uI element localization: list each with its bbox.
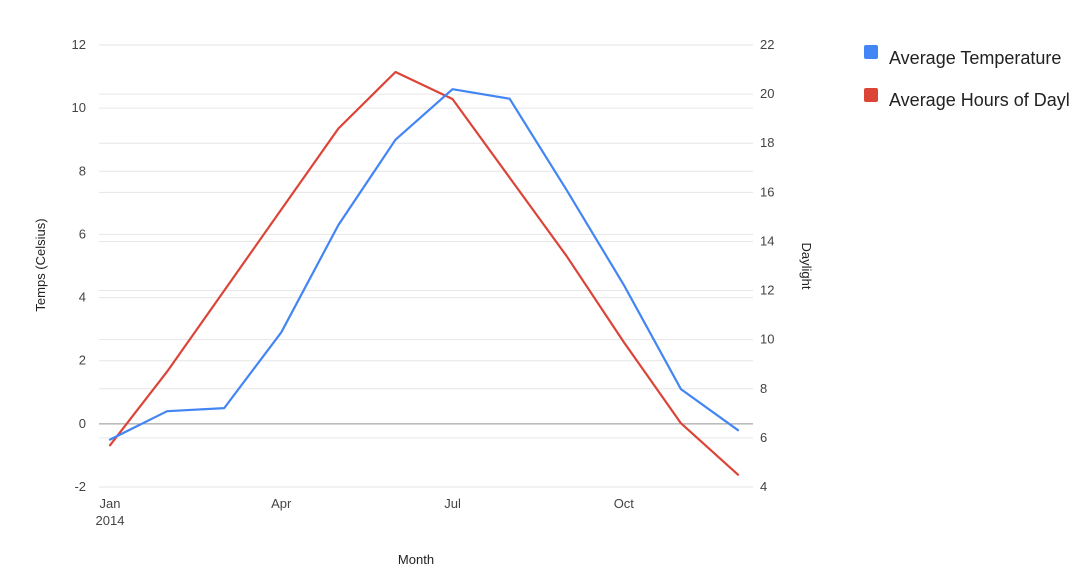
right-axis-ticks: 4 6 8 10 12 14 16 18 20 22 — [760, 37, 774, 494]
legend-label-temperature: Average Temperature — [889, 48, 1061, 68]
left-tick-label: 4 — [79, 290, 86, 305]
x-tick-label: Jul — [444, 496, 461, 511]
left-tick-label: 10 — [72, 100, 86, 115]
right-tick-label: 10 — [760, 332, 774, 347]
left-tick-label: 12 — [72, 37, 86, 52]
series-line-temperature — [108, 88, 740, 441]
left-axis-title: Temps (Celsius) — [33, 218, 48, 311]
legend-swatch-temperature — [864, 45, 878, 59]
right-tick-label: 4 — [760, 479, 767, 494]
right-tick-label: 20 — [760, 86, 774, 101]
legend-swatch-daylight — [864, 88, 878, 102]
left-axis-ticks: -2 0 2 4 6 8 10 12 — [72, 37, 86, 494]
right-tick-label: 6 — [760, 430, 767, 445]
series-line-daylight — [108, 70, 740, 476]
right-tick-label: 18 — [760, 135, 774, 150]
gridlines — [99, 44, 753, 488]
legend-item-temperature[interactable]: Average Temperature — [864, 45, 1061, 68]
x-axis-title: Month — [398, 552, 434, 567]
left-tick-label: 2 — [79, 353, 86, 368]
left-tick-label: 8 — [79, 163, 86, 178]
left-tick-label: 6 — [79, 226, 86, 241]
x-axis-ticks: Jan 2014 Apr Jul Oct — [96, 496, 635, 528]
legend-label-daylight: Average Hours of Dayl — [889, 90, 1070, 110]
x-tick-label: 2014 — [96, 513, 125, 528]
right-tick-label: 8 — [760, 381, 767, 396]
right-tick-label: 22 — [760, 37, 774, 52]
x-tick-label: Jan — [100, 496, 121, 511]
right-tick-label: 16 — [760, 184, 774, 199]
series-layer — [108, 70, 740, 476]
legend: Average Temperature Average Hours of Day… — [864, 45, 1070, 110]
x-tick-label: Apr — [271, 496, 292, 511]
left-tick-label: -2 — [74, 479, 86, 494]
legend-item-daylight[interactable]: Average Hours of Dayl — [864, 88, 1070, 110]
right-tick-label: 14 — [760, 233, 774, 248]
right-axis-title: Daylight — [799, 243, 814, 290]
right-tick-label: 12 — [760, 283, 774, 298]
left-tick-label: 0 — [79, 416, 86, 431]
x-tick-label: Oct — [614, 496, 635, 511]
